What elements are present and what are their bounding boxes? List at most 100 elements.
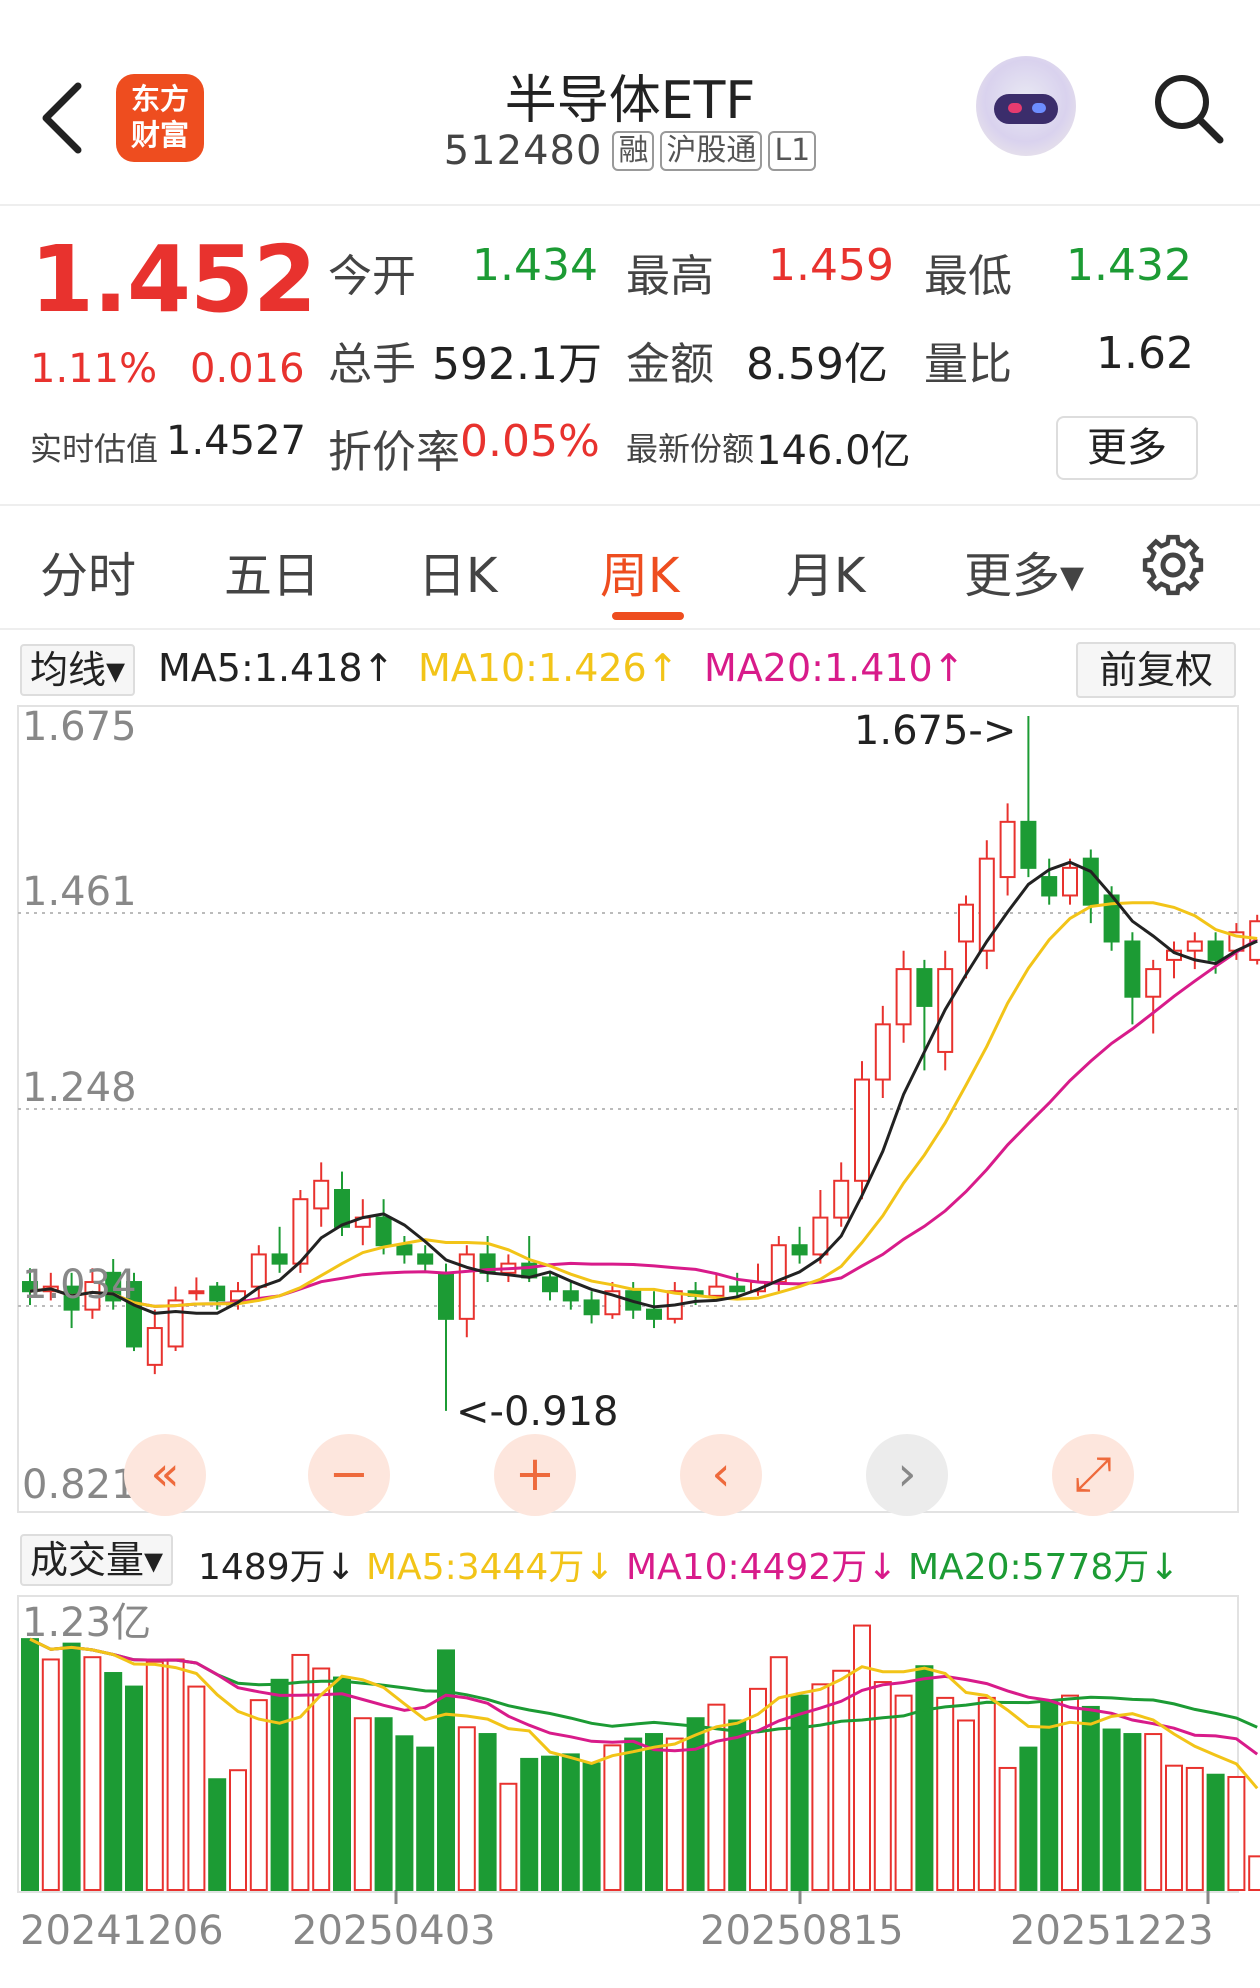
candle-down bbox=[1082, 857, 1099, 906]
high-value: 1.459 bbox=[768, 240, 894, 291]
volume-bar-up bbox=[187, 1685, 206, 1891]
fullscreen-button[interactable]: ⤢ bbox=[1052, 1434, 1134, 1516]
header: 东方 财富 半导体ETF 512480 融 沪股通 L1 bbox=[0, 0, 1260, 206]
candle-up bbox=[1062, 866, 1078, 897]
price-tick-label: 1.461 bbox=[22, 869, 137, 915]
volume-bar-up bbox=[499, 1782, 518, 1891]
volume-bar-up bbox=[1227, 1775, 1246, 1891]
volume-bar-up bbox=[957, 1719, 975, 1891]
volume-tick-label: 1.23亿 bbox=[22, 1600, 151, 1646]
back-arrow-icon[interactable] bbox=[34, 78, 94, 158]
shares-label: 最新份额 bbox=[626, 430, 755, 468]
change-percent: 1.11% bbox=[30, 346, 158, 392]
volume-bar-up bbox=[457, 1726, 476, 1892]
ai-assistant-icon[interactable] bbox=[976, 56, 1076, 156]
candle-up bbox=[146, 1327, 163, 1366]
search-icon[interactable] bbox=[1148, 68, 1230, 150]
volume-bar-down bbox=[333, 1676, 351, 1891]
volume-bar-down bbox=[582, 1762, 601, 1892]
ma5-value: MA5:1.418↑ bbox=[158, 646, 395, 690]
volume-bar-up bbox=[353, 1717, 372, 1892]
scroll-right-button[interactable]: › bbox=[866, 1434, 948, 1516]
candle-down bbox=[209, 1285, 226, 1302]
volume-bar-up bbox=[873, 1681, 892, 1892]
volume-bar-down bbox=[1206, 1773, 1225, 1891]
candle-up bbox=[708, 1285, 725, 1297]
date-axis-label: 20251223 bbox=[1010, 1908, 1214, 1954]
settings-gear-icon[interactable] bbox=[1140, 532, 1206, 598]
low-label: 最低 bbox=[924, 251, 1012, 302]
volume-bar-down bbox=[478, 1733, 497, 1892]
volume-bar-down bbox=[21, 1638, 39, 1891]
volume-label: 总手 bbox=[328, 339, 416, 390]
adjust-button[interactable]: 前复权 bbox=[1076, 642, 1236, 698]
date-axis-label: 20250403 bbox=[292, 1908, 496, 1954]
candle-down bbox=[729, 1285, 746, 1293]
candle-down bbox=[438, 1271, 454, 1320]
tab-intraday[interactable]: 分时 bbox=[40, 548, 137, 604]
candle-down bbox=[562, 1290, 579, 1302]
security-info: 512480 融 沪股通 L1 bbox=[430, 128, 830, 174]
volume-bar-up bbox=[832, 1669, 851, 1892]
page-title: 半导体ETF bbox=[504, 71, 756, 131]
volume-bar-down bbox=[561, 1753, 580, 1892]
volume-bar-down bbox=[686, 1717, 705, 1892]
low-value: 1.432 bbox=[1066, 240, 1192, 291]
ma10-value: MA10:1.426↑ bbox=[418, 646, 679, 690]
tab-weekly-k[interactable]: 周K bbox=[600, 548, 680, 604]
last-price: 1.452 bbox=[30, 226, 317, 333]
ma10-line bbox=[29, 901, 1258, 1308]
more-quote-button[interactable]: 更多 bbox=[1056, 416, 1198, 480]
candle-up bbox=[770, 1244, 787, 1284]
price-tick-label: 1.034 bbox=[22, 1262, 137, 1308]
candle-down bbox=[583, 1299, 600, 1316]
volume-bar-up bbox=[665, 1737, 684, 1891]
candle-up bbox=[1186, 940, 1203, 952]
tab-more[interactable]: 更多▾ bbox=[964, 548, 1085, 604]
active-tab-indicator bbox=[612, 612, 684, 620]
ma5-line bbox=[29, 860, 1258, 1315]
zoom-in-button[interactable]: + bbox=[494, 1434, 576, 1516]
candle-up bbox=[958, 903, 974, 943]
high-annotation: 1.675-> bbox=[854, 708, 1016, 754]
volume-bar-up bbox=[749, 1687, 767, 1892]
candle-up bbox=[250, 1253, 267, 1288]
volume-bar-down bbox=[915, 1665, 934, 1891]
indicator-dropdown[interactable]: 均线▾ bbox=[20, 644, 136, 696]
quote-panel: 1.452 1.11% 0.016 今开 1.434 最高 1.459 最低 1… bbox=[0, 206, 1260, 506]
scroll-start-button[interactable]: « bbox=[124, 1434, 206, 1516]
volume-bar-up bbox=[249, 1699, 268, 1892]
tab-five-day[interactable]: 五日 bbox=[224, 548, 321, 604]
volume-bar-up bbox=[1061, 1694, 1079, 1891]
candle-up bbox=[833, 1179, 850, 1219]
candle-up bbox=[978, 857, 995, 952]
vol-ma10-value: MA10:4492万↓ bbox=[626, 1547, 898, 1588]
candle-down bbox=[646, 1308, 662, 1320]
ma-legend-bar: 均线▾ MA5:1.418↑ MA10:1.426↑ MA20:1.410↑ 前… bbox=[0, 638, 1260, 700]
tab-monthly-k[interactable]: 月K bbox=[786, 548, 866, 604]
candle-up bbox=[84, 1281, 101, 1311]
volume-bar-down bbox=[62, 1642, 81, 1892]
candle-up bbox=[854, 1078, 870, 1182]
vol-ma5-value: MA5:3444万↓ bbox=[366, 1547, 615, 1588]
iopv-value: 1.4527 bbox=[166, 418, 306, 464]
candle-down bbox=[791, 1244, 808, 1256]
tab-daily-k[interactable]: 日K bbox=[418, 548, 498, 604]
volume-legend-bar: 成交量▾ 1489万↓ MA5:3444万↓ MA10:4492万↓ MA20:… bbox=[0, 1530, 1260, 1592]
scroll-left-button[interactable]: ‹ bbox=[680, 1434, 762, 1516]
volume-bar-down bbox=[374, 1717, 393, 1892]
ma20-line bbox=[29, 937, 1258, 1308]
candle-up bbox=[812, 1216, 829, 1256]
candle-down bbox=[126, 1281, 142, 1348]
volume-bar-down bbox=[437, 1649, 455, 1891]
volume-bar-down bbox=[728, 1719, 747, 1891]
candle-down bbox=[916, 968, 933, 1007]
volume-bar-up bbox=[977, 1696, 996, 1892]
zoom-out-button[interactable]: − bbox=[308, 1434, 390, 1516]
premium-value: 0.05% bbox=[460, 416, 600, 467]
volume-indicator-dropdown[interactable]: 成交量▾ bbox=[20, 1534, 174, 1586]
volume-bar-up bbox=[894, 1694, 913, 1891]
volume-bar-up bbox=[811, 1683, 830, 1891]
candle-down bbox=[1124, 940, 1141, 998]
